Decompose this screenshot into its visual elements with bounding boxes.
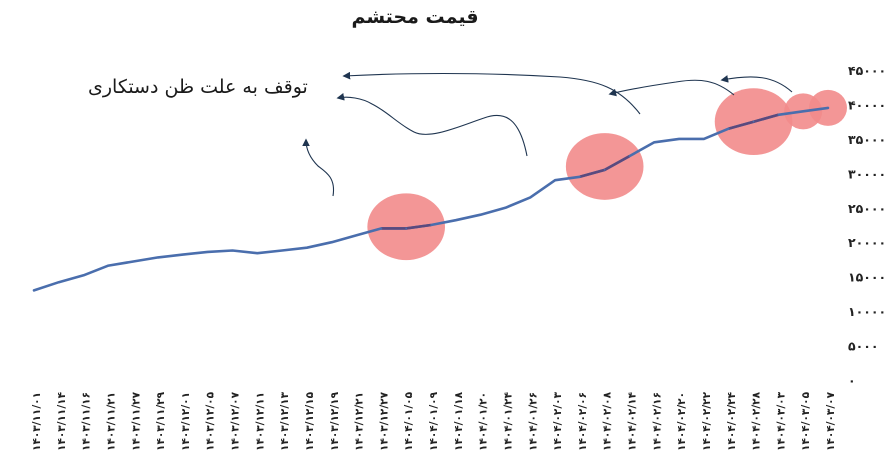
stop-highlight-2 [565, 133, 644, 200]
stop-highlight-1 [367, 193, 445, 261]
data-point [653, 141, 656, 144]
data-point [752, 120, 755, 123]
chart-title: قیمت محتشم [351, 6, 479, 28]
x-tick-label: ۱۴۰۳/۱۲/۰۱ [180, 392, 192, 451]
data-point [132, 260, 135, 263]
x-tick-label: ۱۴۰۳/۱۲/۱۱ [254, 392, 266, 451]
x-tick-label: ۱۴۰۳/۱۲/۱۹ [329, 391, 341, 451]
data-point [628, 155, 631, 158]
x-tick-label: ۱۴۰۴/۰۱/۲۴ [502, 391, 514, 451]
stop-highlights [367, 88, 847, 261]
y-tick-label: ۲۵۰۰۰ [848, 201, 886, 216]
y-axis: ۰ ۵۰۰۰ ۱۰۰۰۰ ۱۵۰۰۰ ۲۰۰۰۰ ۲۵۰۰۰ ۳۰۰۰۰ ۳۵۰۰۰ ۴۰۰۰۰… [848, 63, 886, 388]
x-tick-label: ۱۴۰۳/۱۱/۲۱ [105, 392, 117, 451]
y-tick-label: ۰ [848, 373, 856, 388]
annotation-arrows [302, 71, 793, 197]
data-point [281, 249, 284, 252]
data-point [578, 175, 581, 178]
data-point [82, 274, 85, 277]
x-tick-label: ۱۴۰۳/۱۲/۰۷ [230, 391, 242, 451]
data-point [727, 127, 730, 130]
x-tick-label: ۱۴۰۳/۱۲/۲۷ [378, 391, 390, 451]
data-point [703, 137, 705, 140]
chart-annotation: توقف به علت ظن دستکاری [88, 76, 308, 98]
y-tick-label: ۲۰۰۰۰ [848, 235, 886, 250]
data-point [430, 224, 432, 226]
x-tick-label: ۱۴۰۳/۱۱/۲۹ [155, 391, 167, 451]
data-point [330, 241, 333, 244]
data-point [777, 113, 780, 116]
x-tick-label: ۱۴۰۳/۱۱/۰۱ [31, 392, 43, 451]
x-tick-label: ۱۴۰۴/۰۱/۱۸ [453, 391, 465, 451]
x-tick-label: ۱۴۰۴/۰۳/۰۵ [800, 391, 812, 451]
x-tick-label: ۱۴۰۴/۰۲/۰۸ [602, 391, 614, 451]
x-tick-label: ۱۴۰۳/۱۱/۲۷ [130, 391, 142, 451]
annotation-arrow-5 [720, 75, 793, 93]
x-tick-label: ۱۴۰۳/۱۱/۱۴ [56, 391, 68, 451]
x-tick-label: ۱۴۰۴/۰۲/۲۲ [701, 391, 713, 451]
x-tick-label: ۱۴۰۴/۰۱/۰۹ [428, 391, 440, 451]
y-tick-label: ۵۰۰۰ [848, 339, 879, 354]
x-tick-label: ۱۴۰۴/۰۲/۲۴ [726, 391, 738, 451]
data-point [256, 252, 259, 255]
annotation-arrow-2 [336, 93, 528, 157]
data-point [529, 196, 532, 199]
data-point [380, 227, 383, 230]
x-tick-label: ۱۴۰۴/۰۱/۲۰ [478, 392, 490, 451]
data-point [107, 264, 110, 267]
x-tick-label: ۱۴۰۳/۱۱/۱۶ [81, 392, 93, 451]
data-point [306, 246, 308, 249]
data-point [678, 137, 681, 140]
y-tick-label: ۳۵۰۰۰ [848, 132, 886, 147]
data-point [802, 110, 805, 113]
y-tick-label: ۱۰۰۰۰ [848, 304, 886, 319]
x-tick-label: ۱۴۰۴/۰۲/۰۶ [577, 392, 589, 451]
x-tick-label: ۱۴۰۴/۰۲/۱۴ [627, 391, 639, 451]
annotation-arrow-4 [608, 79, 735, 97]
x-axis: ۱۴۰۳/۱۱/۰۱ ۱۴۰۳/۱۱/۱۴ ۱۴۰۳/۱۱/۱۶ ۱۴۰۳/۱۱/۲۱… [31, 391, 837, 451]
x-tick-label: ۱۴۰۳/۱۲/۱۵ [304, 391, 316, 451]
data-point [181, 253, 184, 256]
x-tick-label: ۱۴۰۴/۰۳/۰۷ [825, 391, 837, 451]
data-point [33, 289, 35, 292]
y-tick-label: ۱۵۰۰۰ [848, 270, 886, 285]
y-tick-label: ۴۵۰۰۰ [848, 63, 886, 78]
x-tick-label: ۱۴۰۴/۰۲/۲۸ [751, 391, 763, 451]
data-point [157, 256, 159, 259]
data-point [355, 234, 358, 237]
x-tick-label: ۱۴۰۳/۱۲/۲۱ [354, 392, 366, 451]
price-line [32, 106, 830, 292]
x-tick-label: ۱۴۰۴/۰۲/۰۳ [552, 391, 564, 451]
data-point [57, 281, 60, 284]
data-point [479, 213, 482, 216]
data-point [231, 249, 234, 252]
data-point [603, 168, 606, 171]
data-point [554, 179, 556, 182]
x-tick-label: ۱۴۰۴/۰۳/۰۳ [775, 391, 787, 451]
x-tick-label: ۱۴۰۴/۰۱/۲۶ [527, 392, 539, 451]
annotation-arrow-1 [302, 138, 335, 197]
data-point [827, 106, 829, 109]
data-point [206, 250, 209, 253]
x-tick-label: ۱۴۰۴/۰۲/۲۰ [676, 392, 688, 451]
x-tick-label: ۱۴۰۴/۰۲/۱۶ [651, 392, 663, 451]
y-tick-label: ۳۰۰۰۰ [848, 166, 886, 181]
data-point [405, 227, 408, 230]
data-point [454, 219, 457, 222]
price-series [32, 106, 830, 292]
annotation-arrow-3 [342, 71, 641, 115]
x-tick-label: ۱۴۰۴/۰۱/۰۵ [403, 391, 415, 451]
x-tick-label: ۱۴۰۳/۱۲/۱۳ [279, 391, 291, 451]
y-tick-label: ۴۰۰۰۰ [848, 97, 886, 112]
x-tick-label: ۱۴۰۳/۱۲/۰۵ [205, 391, 217, 451]
data-point [504, 206, 507, 209]
